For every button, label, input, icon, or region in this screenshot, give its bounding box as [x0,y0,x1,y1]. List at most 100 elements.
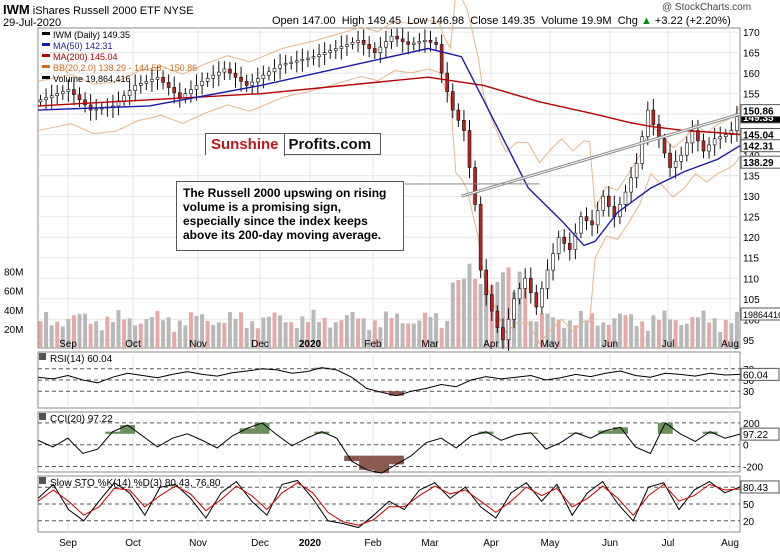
candle-body [495,310,500,328]
volume-bar [545,313,550,348]
x-tick-label: Sep [59,339,77,350]
x-tick-label: Jul [662,339,675,350]
volume-bar [461,278,466,348]
candle-body [155,76,160,80]
candle-body [244,81,249,86]
volume-bar [378,327,383,348]
candle-body [623,191,628,205]
candle-body [629,177,633,193]
candle-body [551,253,555,271]
volume-bar [116,310,121,348]
rsi-marker [39,353,46,360]
candle-body [590,220,594,226]
candle-body [38,99,43,103]
volume-bar [467,263,472,348]
volume-bar [322,317,327,348]
candle-body [44,97,48,101]
volume-bar [534,321,539,348]
open-value: 147.00 [301,15,336,27]
volume-bar [155,310,160,348]
legend-entry: BB(20,2.0) 138.29 - 144.58 - 150.86 [53,63,197,73]
candle-body [406,41,411,45]
candle-body [228,68,232,74]
candle-body [77,94,82,101]
volume-bar [289,322,294,348]
volume-bar [99,330,104,348]
volume-bar [673,320,678,348]
legend-swatch [42,43,50,46]
volume-bar [255,328,260,348]
volume-bar [679,325,684,348]
volume-bar [71,315,76,348]
candle-body [211,74,216,79]
volume-bar [211,324,216,348]
candle-body [339,46,344,49]
price-label: 145.04 [743,131,774,142]
volume-tick-label: 20M [4,325,23,336]
candle-body [662,138,667,154]
candle-body [55,93,60,96]
candle-body [333,48,338,51]
volume-bar [177,320,182,348]
candle-body [517,288,522,300]
volume-bar [445,321,450,348]
volume-bar [567,320,572,348]
logo-part-1: Sunshine [206,134,285,156]
volume-bar [105,316,110,348]
volume-bar [578,311,583,348]
high-label: High [341,15,365,27]
candle-body [439,44,444,74]
volume-bar [250,321,255,348]
sto-d3-line [37,482,741,526]
candle-body [395,35,399,40]
candle-body [645,109,650,138]
candle-body [72,89,76,95]
sto-current-box [740,480,780,494]
candle-body [450,91,455,111]
candle-body [718,136,723,140]
legend-swatch [42,54,50,57]
volume-label: Volume [541,15,578,27]
price-tick-label: 115 [743,254,759,265]
candle-body [523,277,528,289]
volume-bar [656,320,661,348]
volume-bar [584,320,589,348]
candle-body [172,87,177,93]
candle-body [534,292,539,308]
x-tick-label: Mar [421,339,439,350]
candle-body [417,41,422,44]
volume-bar [539,313,544,348]
trendline-inner [461,113,741,197]
candle-body [83,99,87,106]
volume-bar [562,327,567,348]
candle-body [501,327,505,341]
price-tick-label: 170 [743,28,760,39]
candle-body [684,142,689,156]
volume-bar [612,318,617,348]
copyright: @ StockCharts.com [662,2,752,13]
volume-tick-label: 40M [4,306,23,317]
volume-bar [261,317,266,348]
candle-body [317,54,321,58]
candle-body [668,152,672,168]
rsi-line [37,367,741,397]
sto-tick-label: 50 [743,500,755,511]
candle-body [584,216,589,222]
candle-body [540,288,544,308]
sto-k14-line [37,479,741,529]
candle-body [189,89,193,94]
volume-bar [44,312,49,348]
x-tick-label: Dec [251,538,269,549]
cci-marker [39,413,46,420]
volume-bar [417,320,422,348]
volume-bar [55,321,60,348]
volume-bar [406,323,411,348]
volume-bar [651,315,656,348]
volume-bar [684,323,689,348]
volume-bar [478,283,483,348]
volume-bar [707,322,712,348]
volume-bar [344,315,349,348]
volume-bar [161,320,166,348]
candle-body [306,57,310,60]
candle-body [478,204,483,271]
